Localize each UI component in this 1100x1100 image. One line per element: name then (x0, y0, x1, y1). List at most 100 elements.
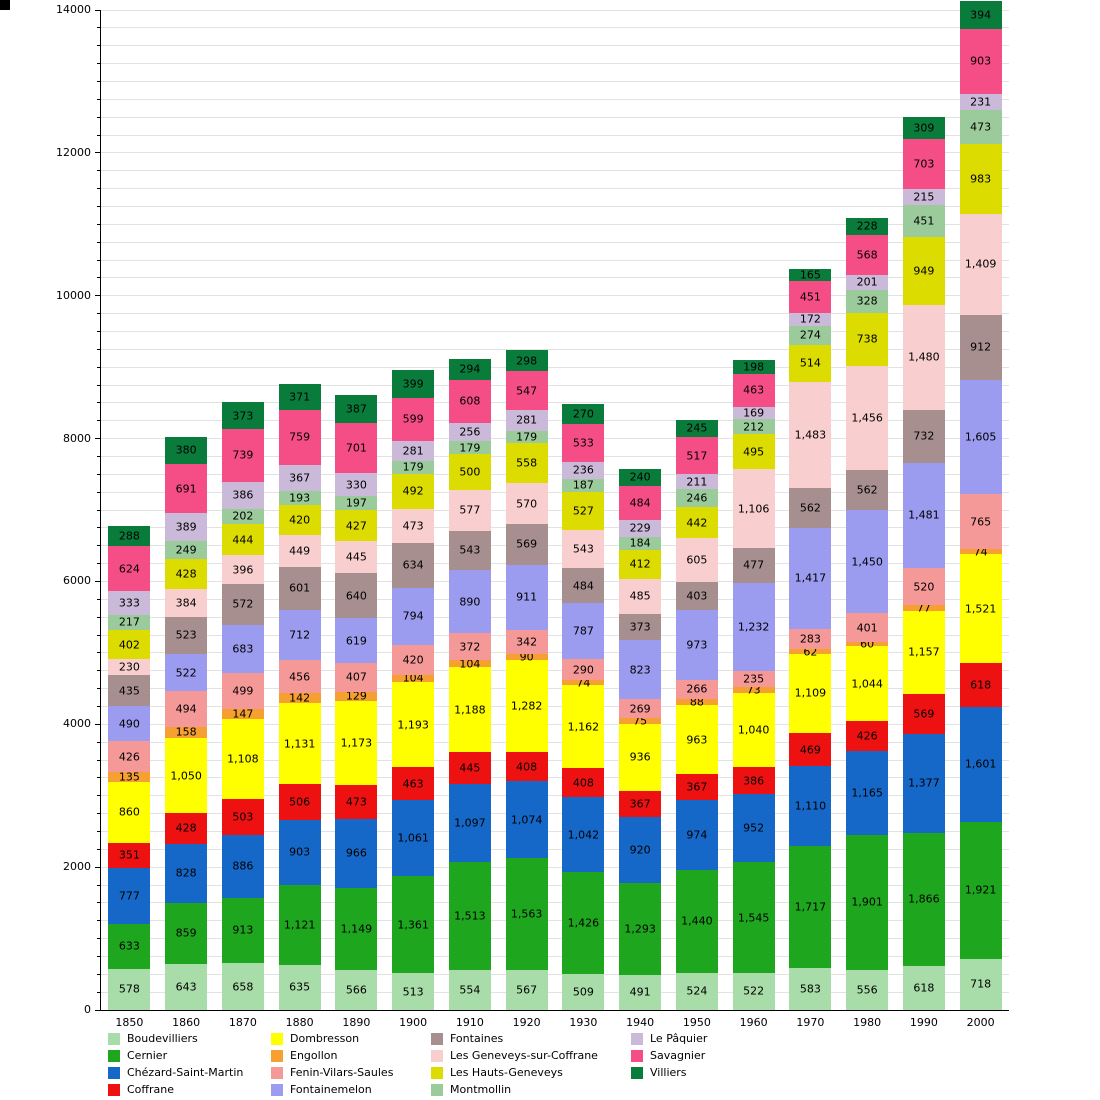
legend-label: Cernier (127, 1049, 168, 1062)
segment-value: 426 (856, 729, 878, 743)
bar-segment-1930-Savagnier: 533 (562, 423, 605, 462)
bar-segment-1890-Chézard-Saint-Martin: 966 (335, 818, 378, 888)
bar-segment-1980-Engollon: 60 (846, 638, 889, 651)
legend-column: Le Pâquier Savagnier Villiers (631, 1030, 771, 1081)
bar-segment-1900-Les Hauts-Geneveys: 492 (392, 473, 435, 509)
y-axis-tick (97, 98, 101, 100)
segment-value: 274 (799, 328, 821, 342)
segment-value: 147 (232, 707, 254, 721)
segment-value: 513 (402, 985, 424, 999)
segment-value: 426 (118, 750, 140, 764)
bar-segment-2000-Les Hauts-Geneveys: 983 (959, 143, 1002, 214)
segment-value: 169 (743, 406, 765, 420)
legend-item-Chézard-Saint-Martin: Chézard-Saint-Martin (108, 1064, 271, 1081)
segment-value: 547 (516, 384, 538, 398)
segment-value: 777 (118, 889, 140, 903)
bar-segment-1990-Coffrane: 569 (902, 693, 945, 735)
y-axis-tick (95, 438, 101, 440)
gridline (101, 63, 1009, 65)
segment-value: 1,545 (737, 911, 770, 925)
bar-segment-1890-Savagnier: 701 (335, 422, 378, 473)
segment-value: 245 (686, 421, 708, 435)
segment-value: 509 (572, 985, 594, 999)
bar-segment-1920-Le Pâquier: 281 (505, 410, 548, 431)
bar-segment-1950-Villiers: 245 (675, 419, 718, 438)
y-axis-tick (97, 80, 101, 82)
bar-segment-1980-Dombresson: 1,044 (846, 646, 889, 721)
y-axis-label: 6000 (63, 574, 91, 588)
bar-segment-1990-Fenin-Vilars-Saules: 520 (902, 568, 945, 606)
bar-segment-1890-Villiers: 387 (335, 395, 378, 423)
legend-label: Le Pâquier (650, 1032, 708, 1045)
bar-segment-1990-Cernier: 1,866 (902, 832, 945, 966)
bar-segment-1910-Coffrane: 445 (448, 752, 491, 784)
bar-segment-1930-Dombresson: 1,162 (562, 685, 605, 769)
y-axis-label: 2000 (63, 860, 91, 874)
bar-segment-1970-Coffrane: 469 (789, 732, 832, 767)
bar-segment-1940-Fenin-Vilars-Saules: 269 (619, 699, 662, 719)
bar-segment-1850-Fenin-Vilars-Saules: 426 (108, 741, 151, 772)
y-axis-tick (97, 473, 101, 475)
x-axis-label-1960: 1960 (739, 1016, 768, 1029)
gridline (101, 491, 1009, 493)
segment-value: 952 (743, 821, 765, 835)
segment-value: 1,149 (340, 922, 373, 936)
y-axis-tick (97, 63, 101, 65)
gridline (101, 9, 1009, 11)
x-axis-label-2000: 2000 (966, 1016, 995, 1029)
segment-value: 402 (118, 638, 140, 652)
bar-segment-1960-Chézard-Saint-Martin: 952 (732, 794, 775, 863)
segment-value: 618 (913, 981, 935, 995)
bar-segment-1910-Chézard-Saint-Martin: 1,097 (448, 784, 491, 863)
x-axis-label-1940: 1940 (626, 1016, 655, 1029)
segment-value: 463 (743, 383, 765, 397)
segment-value: 387 (345, 402, 367, 416)
segment-value: 569 (516, 537, 538, 551)
bar-segment-1850-Villiers: 288 (108, 525, 151, 547)
segment-value: 1,605 (964, 430, 997, 444)
bar-segment-1940-Villiers: 240 (619, 468, 662, 486)
y-axis-tick (97, 455, 101, 457)
bar-segment-1890-Coffrane: 473 (335, 784, 378, 819)
bar-segment-1850-Montmollin: 217 (108, 614, 151, 631)
bar-segment-1860-Les Geneveys-sur-Coffrane: 384 (165, 589, 208, 617)
bar-segment-1880-Les Geneveys-sur-Coffrane: 449 (278, 534, 321, 567)
segment-value: 281 (516, 413, 538, 427)
bar-segment-1900-Les Geneveys-sur-Coffrane: 473 (392, 508, 435, 543)
gridline (101, 420, 1009, 422)
segment-value: 912 (970, 340, 992, 354)
y-axis-label: 12000 (56, 145, 91, 159)
segment-value: 1,162 (567, 720, 600, 734)
gridline (101, 777, 1009, 779)
bar-segment-1890-Le Pâquier: 330 (335, 472, 378, 497)
gridline (101, 152, 1009, 154)
y-axis-tick (97, 45, 101, 47)
y-axis-label: 8000 (63, 431, 91, 445)
legend-label: Montmollin (450, 1083, 512, 1096)
bar-segment-1900-Engollon: 104 (392, 672, 435, 685)
segment-value: 732 (913, 429, 935, 443)
gridline (101, 473, 1009, 475)
bar-segment-1930-Les Hauts-Geneveys: 527 (562, 492, 605, 530)
bar-segment-1970-Chézard-Saint-Martin: 1,110 (789, 766, 832, 846)
segment-value: 1,409 (964, 257, 997, 271)
segment-value: 389 (175, 520, 197, 534)
segment-value: 1,563 (510, 907, 543, 921)
bar-segment-1850-Cernier: 633 (108, 923, 151, 969)
bar-segment-1960-Les Hauts-Geneveys: 495 (732, 434, 775, 470)
gridline (101, 80, 1009, 82)
bar-segment-1930-Fontainemelon: 787 (562, 603, 605, 660)
gridline (101, 170, 1009, 172)
y-axis-tick (95, 723, 101, 725)
bar-segment-1870-Cernier: 913 (221, 897, 264, 963)
segment-value: 517 (686, 449, 708, 463)
bar-segment-1920-Villiers: 298 (505, 350, 548, 372)
y-axis-tick (97, 670, 101, 672)
segment-value: 1,232 (737, 620, 770, 633)
segment-value: 963 (686, 733, 708, 747)
bar-segment-1980-Les Geneveys-sur-Coffrane: 1,456 (846, 365, 889, 470)
bar-segment-1870-Savagnier: 739 (221, 428, 264, 482)
segment-value: 522 (175, 666, 197, 680)
legend-item-Cernier: Cernier (108, 1047, 271, 1064)
bar-segment-1930-Coffrane: 408 (562, 768, 605, 798)
